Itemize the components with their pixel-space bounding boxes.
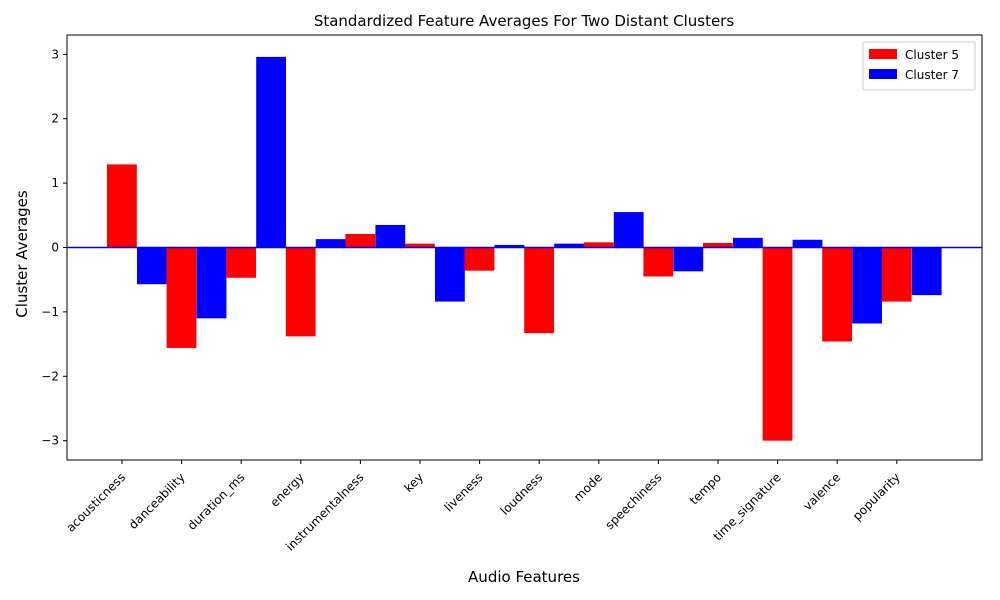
bar-cluster7-danceability: [196, 247, 227, 319]
bar-cluster7-valence: [852, 247, 882, 324]
bar-cluster7-energy: [315, 239, 346, 248]
bar-cluster7-duration_ms: [256, 56, 286, 248]
bar-cluster7-key: [435, 247, 465, 302]
y-axis-title: Cluster Averages: [13, 190, 31, 318]
y-tick-label: 1: [51, 176, 59, 190]
legend: Cluster 5 Cluster 7: [862, 41, 976, 91]
bar-cluster5-duration_ms: [226, 247, 256, 278]
bar-cluster7-speechiness: [673, 247, 704, 272]
bar-cluster5-mode: [583, 242, 614, 248]
bar-cluster7-mode: [613, 212, 644, 248]
y-tick-label: −3: [41, 434, 59, 448]
bar-cluster7-loudness: [554, 243, 584, 248]
bar-cluster5-acousticness: [107, 164, 137, 248]
legend-swatch-cluster5: [869, 49, 897, 59]
bar-cluster7-tempo: [733, 237, 763, 248]
bar-cluster5-valence: [822, 247, 852, 342]
bar-cluster5-speechiness: [643, 247, 674, 277]
bar-cluster5-popularity: [881, 247, 912, 302]
bar-cluster5-danceability: [166, 247, 197, 348]
bar-cluster5-time_signature: [762, 247, 793, 441]
bar-cluster7-instrumentalness: [375, 224, 406, 248]
y-tick-label: −1: [41, 305, 59, 319]
y-axis: −3 −2 −1 0 1 2 3: [41, 47, 67, 448]
bar-cluster5-energy: [285, 247, 316, 337]
legend-swatch-cluster7: [869, 69, 897, 79]
y-tick-label: 2: [51, 112, 59, 126]
y-tick-label: −2: [41, 369, 59, 383]
y-tick-label: 0: [51, 241, 59, 255]
bar-cluster7-time_signature: [792, 239, 823, 248]
y-tick-label: 3: [51, 47, 59, 61]
bar-cluster7-liveness: [494, 244, 525, 248]
x-axis-title: Audio Features: [468, 568, 580, 586]
bar-cluster5-loudness: [524, 247, 554, 334]
bar-cluster7-acousticness: [137, 247, 167, 285]
legend-label-cluster7: Cluster 7: [905, 68, 959, 82]
bars-group: [107, 56, 942, 441]
bar-cluster5-liveness: [464, 247, 495, 271]
bar-cluster5-tempo: [703, 242, 733, 248]
bar-cluster7-popularity: [911, 247, 942, 296]
chart-title: Standardized Feature Averages For Two Di…: [314, 12, 735, 30]
legend-label-cluster5: Cluster 5: [905, 48, 959, 62]
bar-cluster5-key: [405, 243, 435, 248]
bar-cluster5-instrumentalness: [345, 233, 376, 248]
